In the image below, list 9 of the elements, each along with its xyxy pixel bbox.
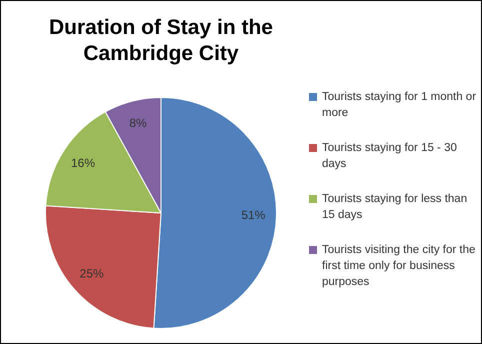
data-label: 51% [241, 208, 266, 222]
chart-title: Duration of Stay in the Cambridge City [48, 15, 274, 67]
legend-label: Tourists visiting the city for the first time only for business purposes [322, 243, 476, 290]
data-label: 8% [129, 116, 148, 130]
data-label: 16% [70, 156, 96, 170]
data-label: 25% [80, 266, 104, 280]
legend-label: Tourists staying for 1 month or more [322, 90, 477, 121]
legend-label: Tourists staying for 15 - 30 days [322, 141, 458, 172]
legend-label: Tourists staying for less than 15 days [322, 192, 468, 223]
